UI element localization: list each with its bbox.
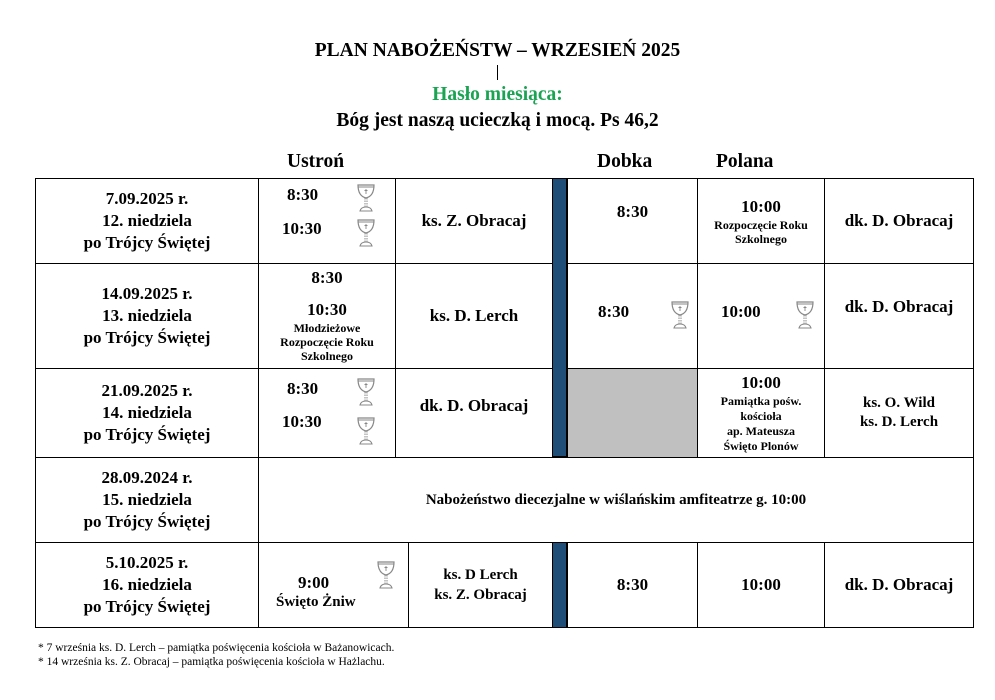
footnote: * 14 września ks. Z. Obracaj – pamiątka … [38, 656, 385, 668]
sunday: 13. niedziela [102, 306, 192, 325]
priest: dk. D. Obracaj [844, 575, 954, 594]
header-dobka: Dobka [597, 151, 653, 172]
date: 14.09.2025 r. [101, 284, 193, 303]
priest-cell: ks. Z. Obracaj [395, 178, 553, 264]
time: 8:30 [616, 202, 649, 221]
date: 7.09.2025 r. [105, 189, 189, 208]
feast: po Trójcy Świętej [83, 233, 211, 252]
motto-label: Hasło miesiąca: [432, 84, 563, 105]
service-note: Nabożeństwo diecezjalne w wiślańskim amf… [425, 492, 807, 508]
feast: po Trójcy Świętej [83, 512, 211, 531]
divider [497, 65, 498, 80]
page-title: PLAN NABOŻEŃSTW – WRZESIEŃ 2025 [314, 40, 681, 61]
polana-cell: 10:00 [697, 542, 825, 628]
date-cell: 21.09.2025 r. 14. niedziela po Trójcy Św… [35, 368, 259, 458]
dobka-cell: 8:30 [567, 178, 698, 264]
feast: po Trójcy Świętej [83, 597, 211, 616]
priest-cell: dk. D. Obracaj [395, 368, 553, 458]
priest: dk. D. Obracaj [419, 396, 529, 415]
time: 10:30 [307, 300, 347, 319]
note: kościoła [740, 409, 782, 423]
date-cell: 14.09.2025 r. 13. niedziela po Trójcy Św… [35, 263, 259, 369]
footnote: * 7 września ks. D. Lerch – pamiątka poś… [38, 642, 395, 654]
dobka-empty-cell [567, 368, 698, 458]
time: 8:30 [287, 185, 319, 204]
priest-cell: ks. D Lerch ks. Z. Obracaj [408, 542, 553, 628]
sunday: 15. niedziela [102, 490, 192, 509]
motto-text: Bóg jest naszą ucieczką i mocą. Ps 46,2 [336, 110, 659, 131]
priest-cell: ks. D. Lerch [395, 263, 553, 369]
sunday: 16. niedziela [102, 575, 192, 594]
priest: ks. Z. Obracaj [421, 211, 527, 230]
priest-cell: ks. O. Wild ks. D. Lerch [824, 368, 974, 458]
column-divider-bar [552, 542, 567, 628]
time: 9:00 [298, 573, 330, 592]
time: 8:30 [616, 575, 649, 594]
priest: ks. O. Wild [863, 395, 935, 411]
chalice-icon [356, 377, 376, 407]
note: Pamiątka pośw. [720, 394, 802, 408]
polana-cell: 10:00 Pamiątka pośw. kościoła ap. Mateus… [697, 368, 825, 458]
dobka-cell: 8:30 [567, 542, 698, 628]
time: 10:00 [741, 373, 781, 392]
polana-cell: 10:00 Rozpoczęcie Roku Szkolnego [697, 178, 825, 264]
time: 8:30 [287, 379, 319, 398]
header-polana: Polana [716, 151, 774, 172]
time: 8:30 [311, 268, 343, 287]
note: ap. Mateusza [727, 424, 795, 438]
chalice-icon [356, 416, 376, 446]
priest-cell: dk. D. Obracaj [824, 178, 974, 264]
note: Święto Żniw [276, 594, 356, 610]
time: 10:30 [282, 412, 322, 431]
priest: dk. D. Obracaj [844, 297, 954, 316]
column-divider-bar [552, 178, 567, 457]
merged-cell: Nabożeństwo diecezjalne w wiślańskim amf… [258, 457, 974, 543]
chalice-icon [356, 183, 376, 213]
time: 10:30 [282, 219, 322, 238]
date-cell: 5.10.2025 r. 16. niedziela po Trójcy Świ… [35, 542, 259, 628]
sunday: 14. niedziela [102, 403, 192, 422]
sunday: 12. niedziela [102, 211, 192, 230]
chalice-icon [670, 300, 690, 330]
ustron-times-cell: 8:30 10:30 Młodzieżowe Rozpoczęcie Roku … [258, 263, 396, 369]
date: 5.10.2025 r. [105, 553, 189, 572]
note: Rozpoczęcie Roku Szkolnego [714, 218, 808, 246]
time: 10:00 [741, 197, 781, 216]
date: 28.09.2024 r. [101, 468, 193, 487]
note: Młodzieżowe Rozpoczęcie Roku Szkolnego [280, 321, 374, 363]
priest: ks. D. Lerch [859, 414, 939, 430]
priest: ks. D Lerch [443, 567, 518, 583]
feast: po Trójcy Świętej [83, 425, 211, 444]
date: 21.09.2025 r. [101, 381, 193, 400]
note: Święto Plonów [723, 439, 799, 453]
time: 10:00 [721, 302, 761, 321]
chalice-icon [356, 218, 376, 248]
date-cell: 28.09.2024 r. 15. niedziela po Trójcy Św… [35, 457, 259, 543]
time: 8:30 [598, 302, 630, 321]
priest: ks. D. Lerch [429, 306, 519, 325]
header-ustron: Ustroń [287, 151, 345, 172]
chalice-icon [795, 300, 815, 330]
feast: po Trójcy Świętej [83, 328, 211, 347]
time: 10:00 [741, 575, 781, 594]
priest-cell: dk. D. Obracaj [824, 542, 974, 628]
date-cell: 7.09.2025 r. 12. niedziela po Trójcy Świ… [35, 178, 259, 264]
chalice-icon [376, 560, 396, 590]
priest-cell: dk. D. Obracaj [824, 263, 974, 369]
priest: dk. D. Obracaj [844, 211, 954, 230]
priest: ks. Z. Obracaj [434, 587, 527, 603]
